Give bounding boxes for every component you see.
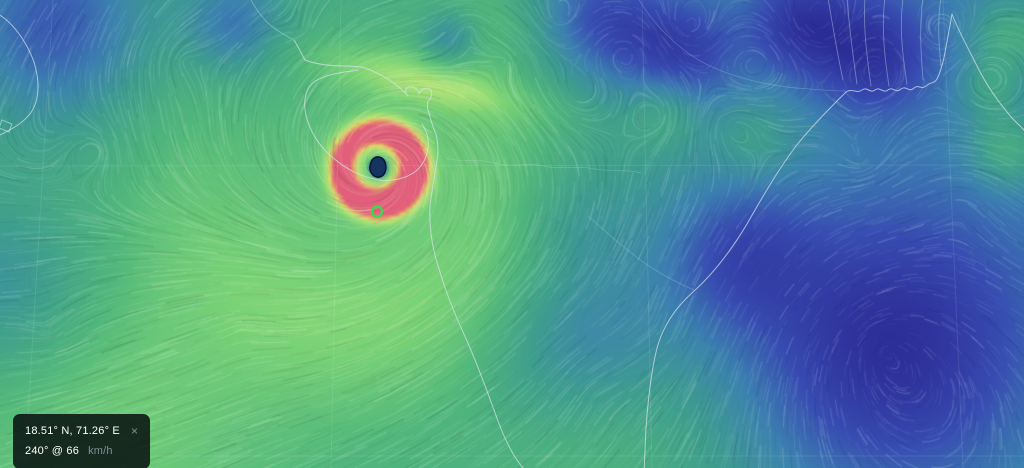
coordinates-text: 18.51° N, 71.26° E (25, 424, 120, 437)
wind-unit-toggle[interactable]: km/h (88, 445, 113, 457)
close-icon[interactable]: × (130, 424, 139, 438)
wind-reading-text: 240° @ 66 (25, 445, 80, 457)
location-info-panel: 18.51° N, 71.26° E × 240° @ 66 km/h (13, 414, 151, 468)
